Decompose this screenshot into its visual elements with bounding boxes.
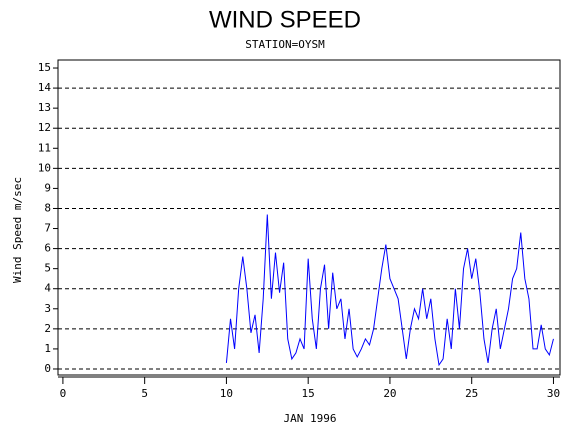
- y-tick-label: 14: [38, 81, 52, 94]
- x-tick-label: 5: [141, 387, 148, 400]
- y-tick-label: 0: [44, 362, 51, 375]
- plot-frame: [57, 59, 561, 376]
- y-tick-label: 8: [44, 201, 51, 214]
- y-tick-label: 5: [44, 262, 51, 275]
- x-axis-label: JAN 1996: [284, 412, 337, 425]
- y-tick-label: 10: [38, 161, 51, 174]
- y-tick-label: 6: [44, 242, 51, 255]
- y-tick-label: 2: [44, 322, 51, 335]
- y-tick-label: 7: [44, 222, 51, 235]
- y-tick-label: 1: [44, 342, 51, 355]
- y-tick-label: 13: [38, 101, 51, 114]
- x-tick-label: 15: [302, 387, 315, 400]
- y-tick-label: 12: [38, 121, 51, 134]
- x-tick-label: 0: [60, 387, 67, 400]
- x-tick-label: 20: [383, 387, 396, 400]
- x-tick-label: 10: [220, 387, 233, 400]
- y-tick-label: 11: [38, 141, 51, 154]
- y-axis-label: Wind Speed m/sec: [11, 177, 24, 283]
- y-tick-label: 15: [38, 61, 51, 74]
- chart-title: WIND SPEED: [209, 6, 361, 33]
- x-tick-label: 30: [547, 387, 560, 400]
- y-tick-label: 3: [44, 302, 51, 315]
- y-tick-label: 9: [44, 181, 51, 194]
- chart-subtitle: STATION=OYSM: [245, 38, 325, 51]
- data-line: [225, 214, 554, 367]
- y-tick-label: 4: [44, 282, 51, 295]
- x-tick-label: 25: [465, 387, 478, 400]
